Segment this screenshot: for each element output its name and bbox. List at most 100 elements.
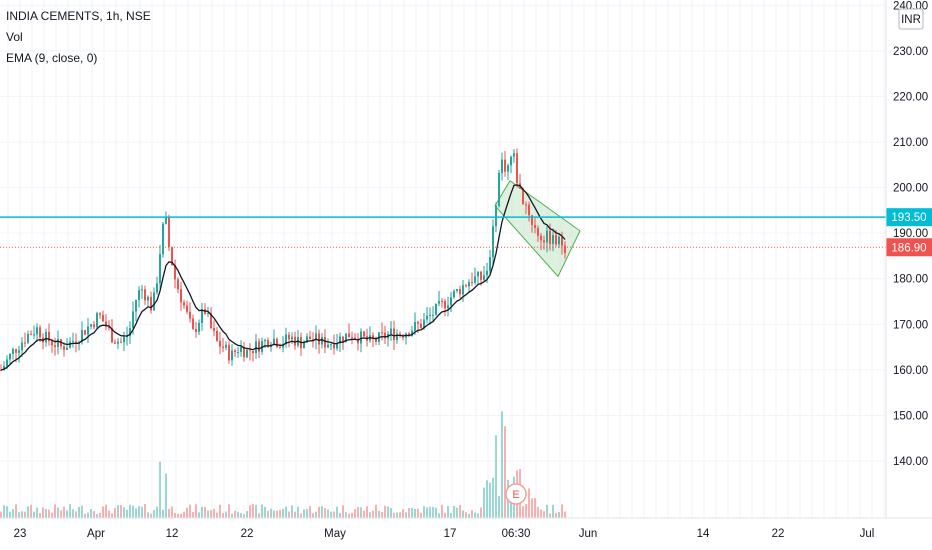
volume-bar <box>147 512 149 518</box>
y-tick-label: 160.00 <box>893 365 928 377</box>
volume-bar <box>276 510 278 518</box>
x-tick-label: 22 <box>772 528 785 540</box>
volume-bar <box>216 512 218 518</box>
candle-body <box>360 331 362 344</box>
legend-vol[interactable]: Vol <box>6 30 23 44</box>
candle-body <box>357 338 359 344</box>
volume-bar <box>3 505 5 518</box>
earnings-marker[interactable]: E <box>505 483 527 505</box>
candle-body <box>381 332 383 334</box>
candle-body <box>414 322 416 331</box>
candle-body <box>441 300 443 302</box>
candle-body <box>249 349 251 351</box>
volume-bar <box>387 506 389 518</box>
volume-bar <box>468 513 470 518</box>
candle-body <box>468 282 470 287</box>
candle-body <box>99 313 101 315</box>
volume-bar <box>222 513 224 518</box>
volume-bar <box>315 511 317 518</box>
candle-body <box>234 350 236 353</box>
volume-bar <box>51 512 53 518</box>
candle-body <box>492 226 494 258</box>
volume-bar <box>132 505 134 518</box>
candle-body <box>27 333 29 343</box>
horizontal-line-badge[interactable] <box>886 208 932 227</box>
volume-bar <box>0 511 2 518</box>
candle-body <box>192 318 194 329</box>
candle-body <box>12 349 14 354</box>
volume-bar <box>546 504 548 518</box>
earnings-circle[interactable] <box>505 483 527 505</box>
y-tick-label: 180.00 <box>893 274 928 286</box>
candle-body <box>324 337 326 348</box>
candle-body <box>207 312 209 314</box>
candle-body <box>255 341 257 354</box>
currency-badge[interactable] <box>898 8 924 30</box>
volume-bar <box>336 506 338 518</box>
volume-bar <box>219 504 221 518</box>
volume-bar <box>27 506 29 518</box>
volume-bar <box>453 505 455 518</box>
legend-ema[interactable]: EMA (9, close, 0) <box>6 51 98 65</box>
volume-bar <box>558 512 560 518</box>
candle-body <box>429 314 431 316</box>
candle-body <box>6 359 8 367</box>
candle-body <box>120 341 122 343</box>
volume-bar <box>84 513 86 518</box>
volume-bar <box>495 435 497 518</box>
volume-bar <box>327 509 329 518</box>
volume-bar <box>123 507 125 518</box>
legend-title[interactable]: INDIA CEMENTS, 1h, NSE <box>6 9 151 23</box>
candle-body <box>45 331 47 343</box>
candle-body <box>516 153 518 184</box>
candle-body <box>258 341 260 352</box>
volume-bar <box>444 512 446 518</box>
ema-line <box>0 184 566 371</box>
candle-body <box>303 342 305 349</box>
candle-body <box>231 350 233 361</box>
volume-bar <box>174 512 176 518</box>
candle-body <box>444 300 446 309</box>
candle-body <box>462 285 464 295</box>
candle-body <box>474 276 476 283</box>
last-price-badge[interactable] <box>886 238 932 257</box>
volume-bar <box>207 510 209 518</box>
candle-body <box>243 346 245 358</box>
candle-body <box>432 314 434 316</box>
x-tick-label: May <box>324 528 346 540</box>
volume-bar <box>561 504 563 518</box>
volume-bar <box>417 508 419 518</box>
volume-bar <box>324 508 326 518</box>
candle-body <box>480 271 482 280</box>
volume-bar <box>102 506 104 518</box>
candle-body <box>39 327 41 338</box>
x-tick-label: 17 <box>444 528 457 540</box>
currency-label: INR <box>901 14 921 26</box>
volume-bar <box>405 512 407 518</box>
candle-body <box>18 350 20 353</box>
candle-body <box>135 300 137 312</box>
candle-body <box>504 159 506 172</box>
y-tick-label: 210.00 <box>893 137 928 149</box>
candle-body <box>111 327 113 343</box>
candle-body <box>396 333 398 341</box>
volume-bar <box>186 507 188 518</box>
candle-body <box>501 159 503 173</box>
last-price-value: 186.90 <box>891 242 926 254</box>
candle-body <box>90 324 92 327</box>
candle-body <box>465 285 467 287</box>
volume-bar <box>369 512 371 518</box>
volume-bar <box>195 504 197 518</box>
candlesticks <box>0 148 566 372</box>
candle-body <box>9 353 11 360</box>
volume-bar <box>441 504 443 518</box>
candle-body <box>438 300 440 304</box>
volume-bar <box>111 513 113 518</box>
volume-bar <box>321 506 323 518</box>
price-lines[interactable]: 193.50 186.90 <box>0 208 932 257</box>
volume-bar <box>177 513 179 518</box>
candle-body <box>96 313 98 328</box>
candle-body <box>285 334 287 345</box>
